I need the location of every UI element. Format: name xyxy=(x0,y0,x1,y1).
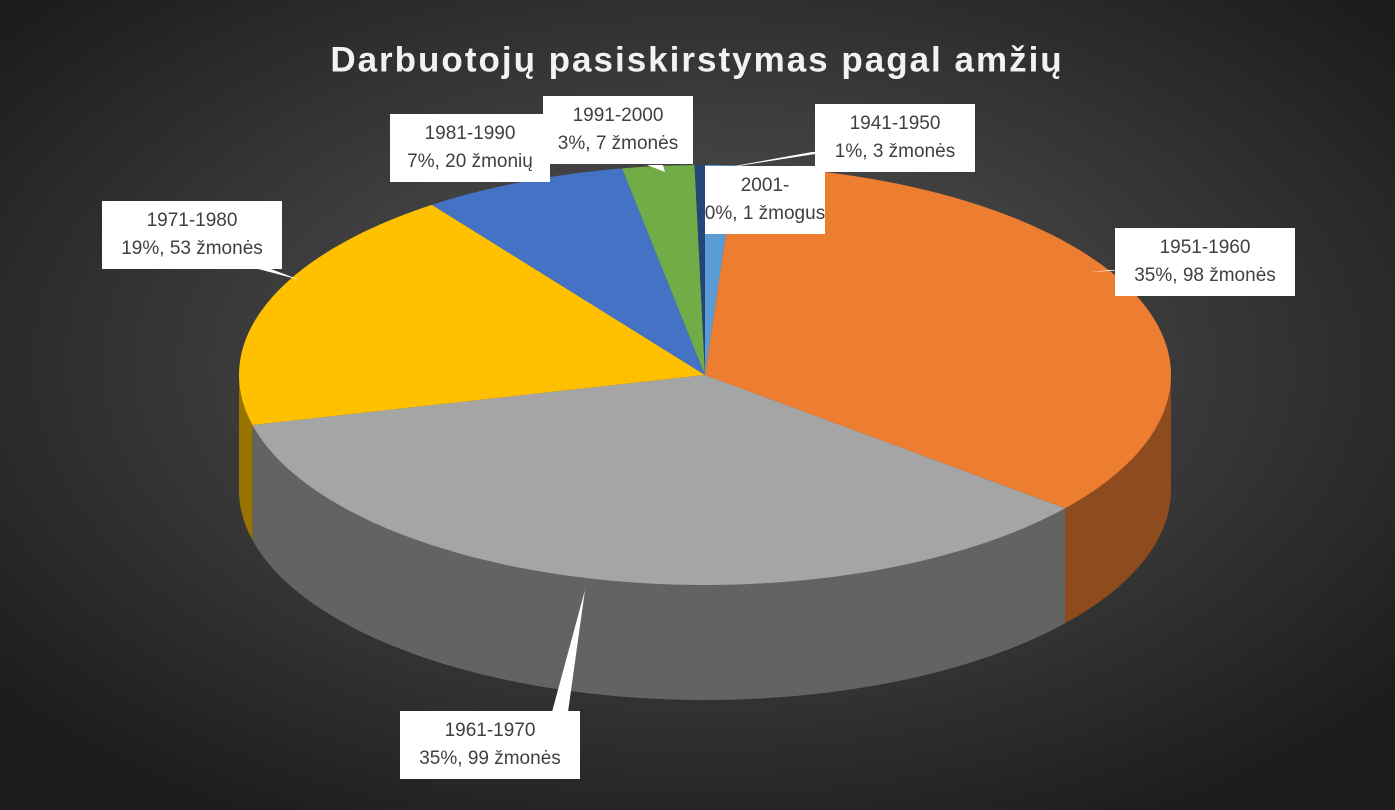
label-box xyxy=(1115,228,1295,296)
data-label: 35%, 98 žmonės xyxy=(1134,265,1276,286)
label-category: 2001- xyxy=(741,175,790,196)
label-box xyxy=(815,104,975,172)
leader-line xyxy=(552,590,585,712)
data-label: 19%, 53 žmonės xyxy=(121,238,263,259)
label-category: 1981-1990 xyxy=(425,123,516,144)
label-box xyxy=(400,711,580,779)
slice xyxy=(431,168,705,375)
leader-line xyxy=(647,165,665,172)
label-box xyxy=(390,114,550,182)
slice xyxy=(239,204,706,425)
chart-title: Darbuotojų pasiskirstymas pagal amžių xyxy=(330,40,1063,79)
label-category: 1991-2000 xyxy=(573,105,664,126)
label-box xyxy=(705,166,825,234)
label-category: 1971-1980 xyxy=(147,210,238,231)
slice-side xyxy=(239,375,253,540)
slice xyxy=(622,165,705,375)
slice-side xyxy=(1065,375,1171,624)
slice xyxy=(252,375,1066,585)
data-label: 35%, 99 žmonės xyxy=(419,748,561,769)
data-label: 7%, 20 žmonių xyxy=(407,151,533,172)
slice xyxy=(694,165,705,375)
leader-line xyxy=(247,266,300,280)
label-category: 1941-1950 xyxy=(850,113,941,134)
label-box xyxy=(102,201,282,269)
slice-side xyxy=(252,424,1066,700)
data-label: 0%, 1 žmogus xyxy=(705,203,825,224)
label-category: 1961-1970 xyxy=(445,720,536,741)
data-label: 1%, 3 žmonės xyxy=(835,141,955,162)
slice xyxy=(705,165,1171,509)
data-label: 3%, 7 žmonės xyxy=(558,133,678,154)
label-category: 1951-1960 xyxy=(1160,237,1251,258)
label-box xyxy=(543,96,693,164)
leader-line xyxy=(712,152,828,170)
